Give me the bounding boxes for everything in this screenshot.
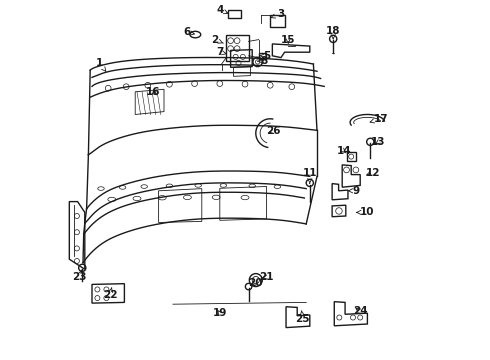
Text: 25: 25: [295, 311, 310, 324]
Text: 15: 15: [281, 35, 295, 45]
Text: 19: 19: [213, 308, 227, 318]
Text: 16: 16: [146, 87, 160, 97]
Text: 24: 24: [353, 306, 368, 316]
Text: 10: 10: [357, 207, 375, 217]
Text: 22: 22: [103, 287, 117, 300]
Text: 5: 5: [260, 51, 270, 61]
Text: 23: 23: [72, 269, 87, 282]
Text: 13: 13: [371, 137, 386, 147]
Text: 7: 7: [216, 47, 226, 57]
Text: 1: 1: [96, 58, 106, 71]
Text: 2: 2: [211, 35, 223, 45]
Text: 18: 18: [326, 26, 341, 39]
Text: 14: 14: [337, 146, 351, 156]
Text: 12: 12: [366, 168, 380, 178]
Text: 20: 20: [248, 278, 263, 288]
Text: 26: 26: [267, 126, 281, 136]
Text: 9: 9: [348, 186, 360, 196]
Text: 3: 3: [271, 9, 285, 19]
Text: 21: 21: [259, 272, 274, 282]
Text: 11: 11: [302, 168, 317, 183]
Text: 4: 4: [216, 5, 228, 15]
Text: 6: 6: [184, 27, 195, 37]
Text: 8: 8: [258, 56, 268, 66]
Text: 17: 17: [370, 114, 389, 124]
